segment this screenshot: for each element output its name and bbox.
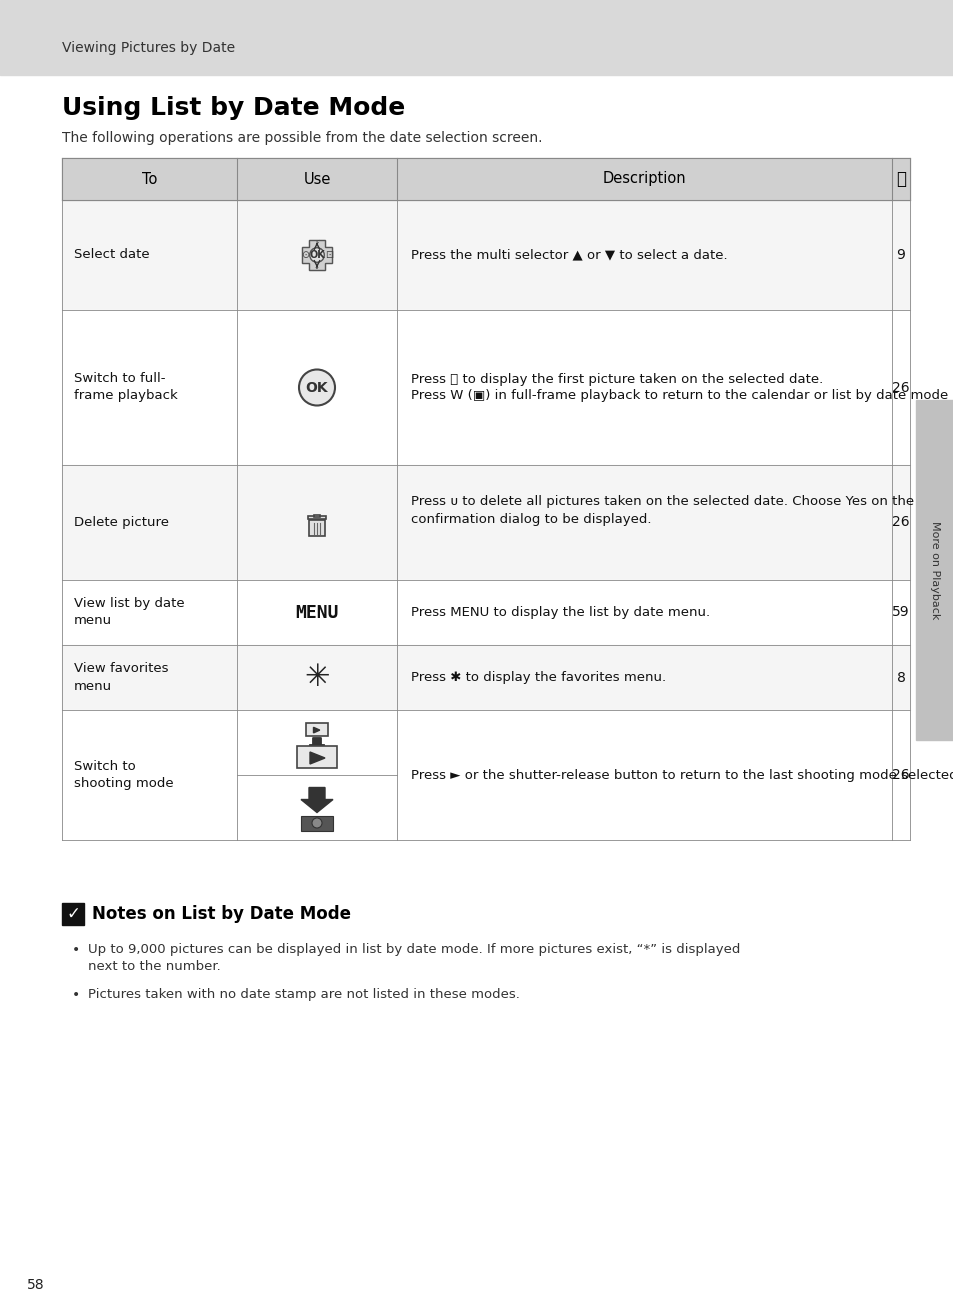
Text: OK: OK [305, 381, 328, 394]
Text: Press ᴜ to delete all pictures taken on the selected date. Choose Yes on the con: Press ᴜ to delete all pictures taken on … [411, 495, 913, 526]
Bar [62, 158, 909, 200]
Text: ⊙: ⊙ [301, 250, 309, 260]
Polygon shape [314, 728, 319, 733]
Text: 8: 8 [896, 670, 904, 685]
Text: Press ⓪ to display the first picture taken on the selected date.
Press W (▣) in : Press ⓪ to display the first picture tak… [411, 372, 953, 402]
Text: View list by date
menu: View list by date menu [74, 598, 185, 628]
Text: Press ✱ to display the favorites menu.: Press ✱ to display the favorites menu. [411, 671, 665, 685]
Text: OK: OK [309, 250, 325, 260]
Text: Use: Use [303, 172, 331, 187]
Text: Press the multi selector ▲ or ▼ to select a date.: Press the multi selector ▲ or ▼ to selec… [411, 248, 727, 261]
Bar [915, 399, 953, 740]
Polygon shape [301, 787, 333, 812]
Text: MENU: MENU [294, 603, 338, 622]
Bar [296, 746, 336, 767]
Text: Select date: Select date [74, 248, 150, 261]
Bar [309, 520, 324, 536]
Circle shape [312, 819, 322, 828]
Bar [62, 465, 909, 579]
Bar [62, 200, 909, 310]
Text: Switch to
shooting mode: Switch to shooting mode [74, 759, 173, 790]
Text: ⊡: ⊡ [324, 250, 333, 260]
Circle shape [313, 754, 320, 762]
Text: ⚡: ⚡ [314, 240, 319, 246]
Text: 26: 26 [891, 515, 909, 530]
Text: 59: 59 [891, 606, 909, 619]
Text: 9: 9 [896, 248, 904, 261]
Polygon shape [310, 752, 325, 763]
Text: Viewing Pictures by Date: Viewing Pictures by Date [62, 41, 234, 55]
Text: Delete picture: Delete picture [74, 516, 169, 530]
Bar [301, 816, 333, 830]
Text: Switch to full-
frame playback: Switch to full- frame playback [74, 372, 177, 402]
Text: Up to 9,000 pictures can be displayed in list by date mode. If more pictures exi: Up to 9,000 pictures can be displayed in… [88, 943, 740, 972]
Text: •: • [71, 988, 80, 1003]
Circle shape [310, 248, 324, 263]
Circle shape [298, 369, 335, 406]
Text: 26: 26 [891, 381, 909, 394]
Bar [306, 723, 328, 736]
Text: Press ► or the shutter-release button to return to the last shooting mode select: Press ► or the shutter-release button to… [411, 769, 953, 782]
Bar [0, 0, 953, 75]
Text: ✓: ✓ [66, 905, 80, 922]
Polygon shape [307, 753, 327, 763]
Text: 📷: 📷 [895, 170, 905, 188]
Text: View favorites
menu: View favorites menu [74, 662, 169, 692]
Text: 26: 26 [891, 767, 909, 782]
Bar [62, 903, 84, 925]
Text: ✳: ✳ [304, 664, 330, 692]
Text: To: To [142, 172, 157, 187]
Text: Description: Description [602, 172, 685, 187]
Text: Pictures taken with no date stamp are not listed in these modes.: Pictures taken with no date stamp are no… [88, 988, 519, 1001]
Text: Notes on List by Date Mode: Notes on List by Date Mode [91, 905, 351, 922]
Bar [62, 710, 909, 840]
Text: The following operations are possible from the date selection screen.: The following operations are possible fr… [62, 131, 542, 145]
Bar [307, 516, 326, 519]
Bar [62, 645, 909, 710]
Text: Press MENU to display the list by date menu.: Press MENU to display the list by date m… [411, 606, 709, 619]
Bar [62, 310, 909, 465]
Bar [62, 579, 909, 645]
Text: •: • [71, 943, 80, 957]
Text: ⬇: ⬇ [314, 264, 319, 269]
Text: Using List by Date Mode: Using List by Date Mode [62, 96, 405, 120]
Text: 58: 58 [27, 1279, 45, 1292]
Text: More on Playback: More on Playback [929, 520, 939, 619]
Bar [314, 515, 320, 516]
Polygon shape [301, 239, 332, 271]
Polygon shape [309, 737, 324, 752]
